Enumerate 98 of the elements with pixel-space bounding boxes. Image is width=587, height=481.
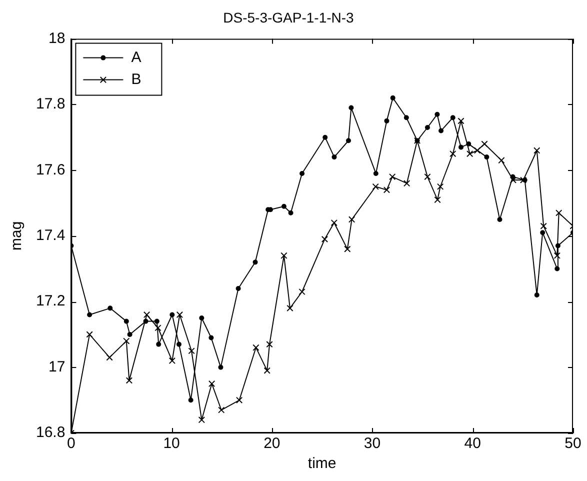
point [556,210,562,216]
point [188,348,195,354]
y-tick-label: 17 [48,358,66,376]
point [390,95,396,100]
point [330,219,338,226]
x-tick-label: 50 [564,435,582,452]
point [86,331,93,338]
x-axis-title: time [308,455,336,472]
point [322,134,328,140]
x-tick-label: 0 [67,435,76,452]
point [176,342,182,347]
point [534,292,540,298]
point [199,316,204,321]
point [373,170,378,176]
point [434,112,440,117]
point [252,344,260,351]
point [438,128,444,134]
point [218,406,225,414]
point [126,377,133,384]
point [344,246,351,252]
point [474,147,481,154]
point [450,150,456,158]
point [236,286,241,291]
legend-label: A [131,48,142,66]
point [208,380,216,388]
x-tick-label: 40 [464,435,481,452]
point [458,118,464,124]
point [188,398,194,403]
point [403,180,410,187]
point [87,312,92,318]
point [266,340,273,348]
point [280,252,288,259]
point [554,266,560,272]
point [170,312,175,318]
x-tick-label: 20 [264,435,280,452]
point [108,306,113,311]
chart-title: DS-5-3-GAP-1-1-N-3 [223,9,354,26]
point [436,183,444,190]
point [434,196,441,204]
y-axis-title: mag [8,221,26,250]
point [424,124,430,130]
point [554,252,560,259]
point [321,236,328,243]
point [384,118,390,124]
point [466,141,472,146]
point [332,154,337,160]
point [218,364,224,370]
point [404,115,409,120]
point [168,357,176,364]
point [497,216,502,222]
point [300,170,305,176]
point [281,204,286,209]
point [298,288,306,296]
y-tick-label: 18 [48,30,66,47]
y-tick-label: 17.4 [36,227,66,244]
x-tick-label: 10 [163,435,180,452]
point [484,154,490,160]
point [540,222,547,230]
point [510,176,517,184]
point [510,174,516,180]
x-tick-label: 30 [364,435,381,452]
point [383,186,390,194]
point [466,150,474,158]
point [208,335,214,340]
point [348,216,356,223]
y-tick-label: 16.8 [36,424,66,442]
point [450,115,456,120]
y-tick-label: 17.6 [36,161,66,178]
point [286,304,294,312]
y-tick-label: 17.2 [36,292,66,310]
point [540,230,546,236]
point [288,210,294,216]
point [154,318,160,324]
point [534,147,540,154]
point [372,183,379,190]
point [123,338,130,344]
point [143,318,148,324]
point [198,416,205,424]
point [458,144,464,150]
point [555,243,560,248]
point [348,105,354,110]
point [236,396,243,404]
point [127,332,132,337]
point [424,173,431,180]
point [498,157,505,164]
point [106,354,113,361]
point [143,311,150,318]
point [389,173,396,180]
point [481,140,488,148]
point [264,367,270,374]
point [176,311,184,318]
point [156,342,162,347]
point [346,138,351,144]
legend-label: B [131,70,142,88]
point [124,318,129,324]
y-tick-label: 17.8 [36,96,66,113]
point [154,324,162,332]
point [252,260,258,265]
